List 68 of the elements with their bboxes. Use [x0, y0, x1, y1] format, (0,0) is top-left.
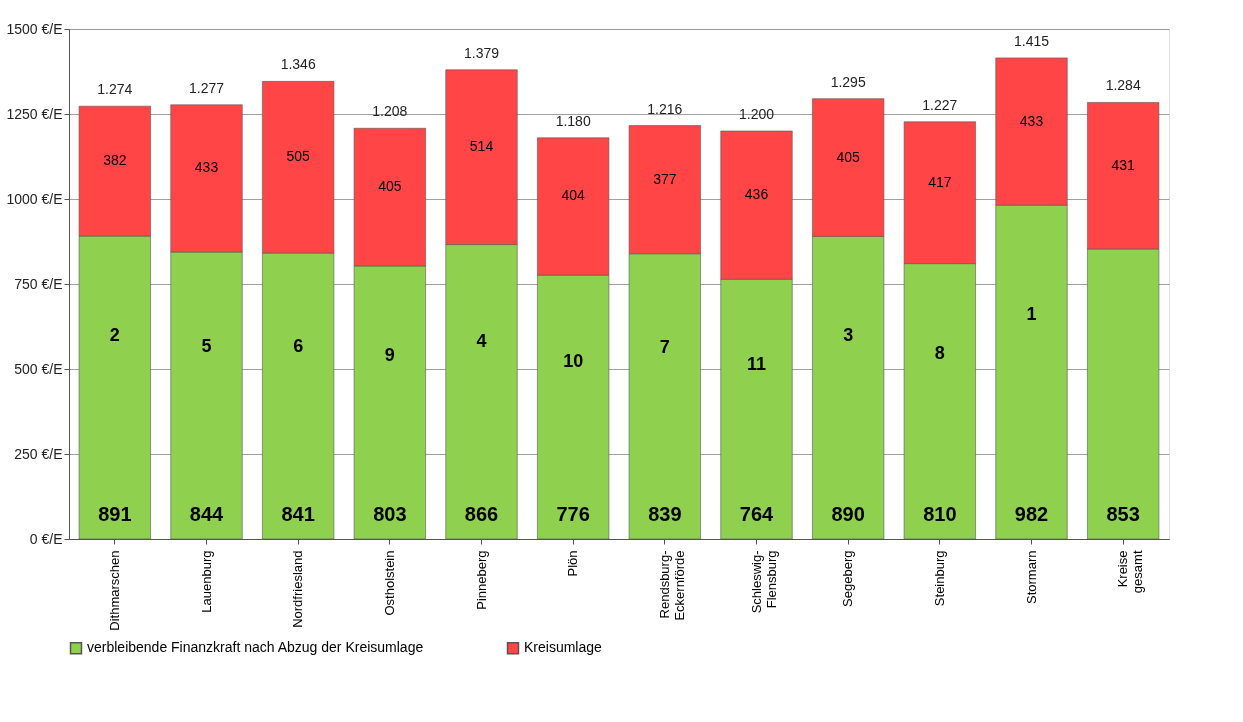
x-tick-label: Kreise gesamt: [1115, 550, 1146, 594]
x-tick-label: Steinburg: [931, 550, 947, 607]
data-label: 853: [1106, 503, 1140, 525]
data-label: 382: [103, 152, 127, 169]
data-label: 377: [653, 170, 677, 187]
data-label: 844: [189, 503, 225, 525]
total-label: 1.180: [555, 112, 591, 129]
x-tick-label: Nordfriesland: [290, 550, 306, 628]
data-label: 839: [648, 503, 682, 525]
total-label: 1.208: [372, 103, 408, 120]
data-label: 841: [281, 503, 315, 525]
total-label: 1.295: [830, 73, 866, 90]
data-label: 803: [373, 503, 407, 525]
y-tick-label: 500 €/E: [14, 360, 63, 377]
total-label: 1.227: [922, 96, 958, 113]
data-label: 505: [286, 148, 311, 165]
data-label: 891: [98, 503, 132, 525]
y-tick-label: 1500 €/E: [6, 20, 63, 37]
total-label: 1.274: [97, 81, 133, 98]
data-label: 417: [928, 173, 952, 190]
annotation: 4: [476, 330, 487, 351]
total-label: 1.216: [647, 100, 683, 117]
data-label: 866: [464, 503, 499, 525]
data-label: 764: [739, 503, 775, 525]
annotation: 6: [293, 336, 304, 357]
annotation: 7: [659, 336, 670, 357]
data-label: 404: [561, 187, 586, 204]
x-tick-label: Plön: [565, 550, 581, 577]
annotation: 2: [109, 325, 120, 346]
x-tick-label: Segeberg: [840, 550, 856, 607]
y-tick-label: 250 €/E: [14, 445, 63, 462]
data-label: 514: [469, 138, 494, 155]
data-label: 431: [1111, 156, 1136, 173]
x-tick-label: Pinneberg: [473, 550, 489, 610]
x-tick-label: Stormarn: [1023, 550, 1039, 604]
total-label: 1.379: [463, 44, 500, 61]
annotation: 1: [1026, 304, 1037, 325]
annotation: 3: [843, 325, 854, 346]
total-label: 1.277: [188, 79, 225, 96]
data-label: 982: [1014, 503, 1049, 525]
data-label: 436: [744, 186, 769, 203]
data-label: 405: [836, 148, 861, 165]
y-tick-label: 750 €/E: [14, 275, 63, 292]
x-tick-label: Ostholstein: [381, 550, 397, 616]
y-tick-label: 1000 €/E: [6, 190, 63, 207]
x-tick-label: Schleswig-Flensburg: [748, 550, 779, 614]
legend-label: Kreisumlage: [524, 639, 603, 656]
data-label: 776: [556, 503, 590, 525]
total-label: 1.284: [1105, 77, 1141, 94]
total-label: 1.200: [738, 106, 775, 122]
legend-label: verbleibende Finanzkraft nach Abzug der Kreisumlage: [87, 639, 424, 656]
annotation: 10: [563, 351, 584, 372]
data-label: 890: [831, 503, 865, 525]
annotation: 9: [384, 345, 395, 366]
data-label: 810: [923, 503, 957, 525]
x-tick-label: Rendsburg-Eckernförde: [656, 550, 687, 621]
annotation: 8: [934, 343, 945, 364]
total-label: 1.415: [1013, 32, 1050, 49]
y-tick-label: 0 €/E: [29, 530, 63, 547]
x-tick-label: Dithmarschen: [106, 550, 122, 631]
x-tick-label: Lauenburg: [198, 550, 214, 613]
annotation: 11: [746, 353, 767, 374]
total-label: 1.346: [280, 56, 316, 73]
data-label: 433: [194, 159, 219, 176]
data-label: 405: [378, 178, 402, 195]
annotation: 5: [201, 335, 212, 356]
y-tick-label: 1250 €/E: [6, 105, 63, 122]
data-label: 433: [1019, 112, 1044, 129]
